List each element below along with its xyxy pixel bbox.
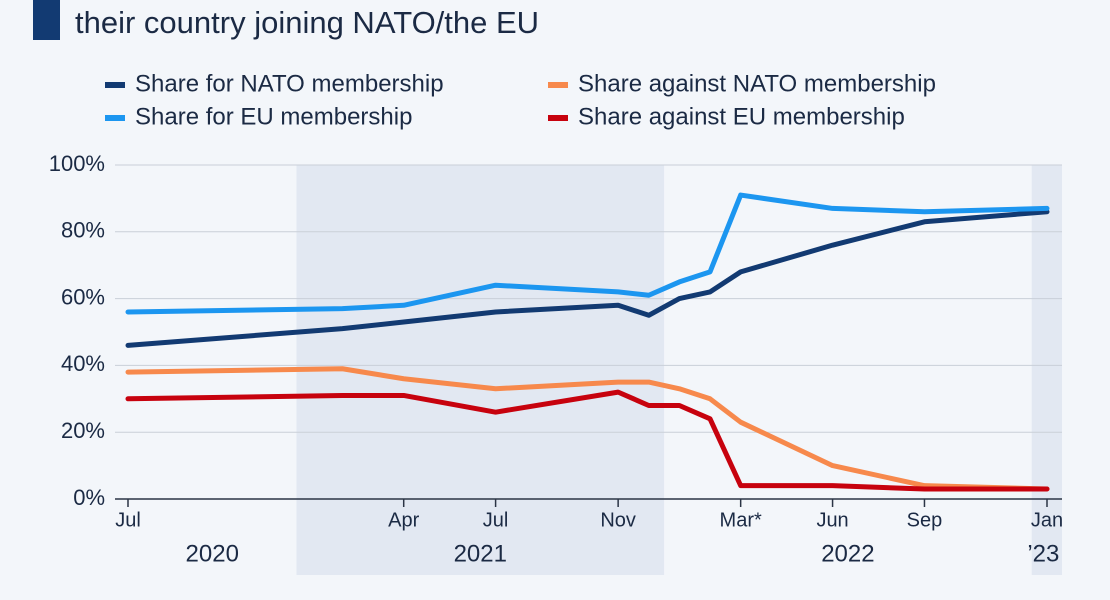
title-bar [33, 0, 60, 40]
year-label: 2022 [821, 540, 874, 567]
x-tick-label: Jun [816, 509, 848, 531]
x-tick-label: Jul [115, 509, 141, 531]
series-line [125, 389, 1050, 492]
y-tick-label: 40% [61, 351, 105, 376]
x-tick-label: Mar* [720, 509, 762, 531]
year-label: 2020 [186, 540, 239, 567]
legend-label: Share against NATO membership [578, 70, 936, 97]
series-line [125, 209, 1050, 348]
x-tick-label: Sep [907, 509, 943, 531]
y-tick-label: 80% [61, 218, 105, 243]
year-label: 2021 [454, 540, 507, 567]
legend-label: Share for EU membership [135, 103, 412, 130]
x-tick-label: Jan [1031, 509, 1063, 531]
y-tick-label: 20% [61, 418, 105, 443]
legend-label: Share against EU membership [578, 103, 905, 130]
chart-title: their country joining NATO/the EU [75, 5, 539, 40]
y-tick-label: 60% [61, 284, 105, 309]
legend-label: Share for NATO membership [135, 70, 444, 97]
y-tick-label: 100% [49, 151, 105, 176]
x-tick-label: Apr [388, 509, 419, 531]
y-tick-label: 0% [73, 485, 105, 510]
x-tick-label: Nov [600, 509, 636, 531]
year-label: ’23 [1027, 540, 1059, 567]
series-line [125, 366, 1050, 492]
x-tick-label: Jul [483, 509, 509, 531]
series-line [125, 192, 1050, 315]
